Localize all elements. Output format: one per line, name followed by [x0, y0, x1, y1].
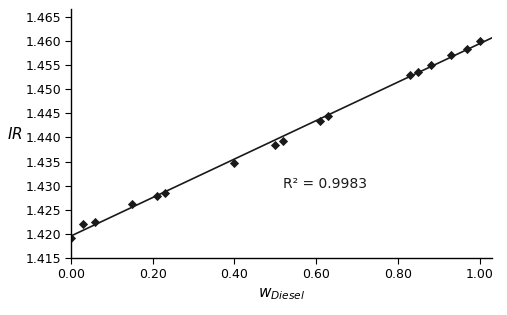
Text: R² = 0.9983: R² = 0.9983 [283, 177, 368, 191]
Point [447, 53, 455, 58]
X-axis label: $\mathit{w}_{Diesel}$: $\mathit{w}_{Diesel}$ [258, 287, 305, 302]
Point [91, 220, 99, 225]
Point [161, 191, 169, 196]
Point [153, 194, 161, 199]
Point [324, 113, 333, 118]
Point [426, 62, 434, 67]
Point [463, 47, 472, 52]
Point [128, 201, 136, 206]
Point [279, 139, 287, 144]
Point [316, 118, 324, 123]
Point [271, 142, 279, 147]
Y-axis label: $\mathit{IR}$: $\mathit{IR}$ [7, 126, 22, 142]
Point [414, 70, 422, 75]
Point [79, 222, 87, 227]
Point [67, 235, 75, 240]
Point [230, 160, 238, 165]
Point [406, 72, 414, 77]
Point [476, 38, 484, 43]
